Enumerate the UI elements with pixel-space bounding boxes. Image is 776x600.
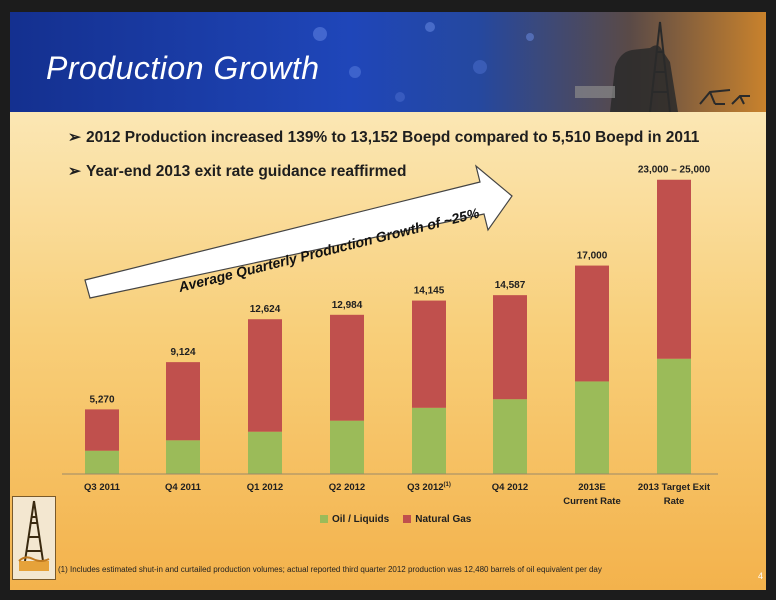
category-label-7: 2013 Target Exit (638, 482, 711, 493)
legend-item-gas: Natural Gas (403, 514, 471, 525)
bar-oil-2 (248, 431, 282, 474)
category-label-6: 2013E (578, 482, 605, 493)
category-label-1: Q4 2011 (165, 482, 202, 493)
bar-group (85, 179, 691, 474)
bar-gas-0 (85, 409, 119, 451)
page-title: Production Growth (46, 50, 320, 86)
page-number: 4 (758, 571, 764, 581)
bar-oil-5 (493, 399, 527, 474)
growth-arrow-shape (84, 164, 513, 299)
arrow-bullet-icon: ➢ (68, 129, 81, 146)
bullet-text: Year-end 2013 exit rate guidance reaffir… (86, 163, 407, 180)
bullet-guidance: ➢ Year-end 2013 exit rate guidance reaffi… (68, 162, 406, 181)
legend-swatch (320, 515, 328, 524)
total-label-4: 14,145 (414, 286, 445, 297)
bar-oil-3 (330, 420, 364, 474)
oilfield-banner-image (313, 21, 750, 112)
growth-arrow: Average Quarterly Production Growth of ~… (84, 164, 513, 299)
category-label-7: Rate (664, 496, 685, 507)
bullet-production-increase: ➢ 2012 Production increased 139% to 13,15… (68, 128, 699, 147)
bar-gas-5 (493, 295, 527, 400)
bar-gas-7 (657, 179, 691, 359)
category-label-6: Current Rate (563, 496, 621, 507)
bullet-text: 2012 Production increased 139% to 13,152… (86, 129, 700, 146)
bar-oil-6 (575, 381, 609, 474)
total-label-1: 9,124 (170, 347, 195, 358)
legend-item-oil: Oil / Liquids (320, 514, 389, 525)
total-label-6: 17,000 (577, 251, 608, 262)
total-label-5: 14,587 (495, 280, 526, 291)
bar-gas-2 (248, 319, 282, 432)
category-label-5: Q4 2012 (492, 482, 528, 493)
category-label-2: Q1 2012 (247, 482, 283, 493)
total-label-0: 5,270 (89, 394, 114, 405)
bar-gas-1 (166, 362, 200, 441)
chart-legend: Oil / Liquids Natural Gas (320, 514, 471, 525)
company-logo (12, 496, 56, 580)
category-label-4: Q3 2012(1) (407, 482, 451, 493)
category-label-3: Q2 2012 (329, 482, 365, 493)
total-label-7: 23,000 – 25,000 (638, 165, 711, 176)
header-banner: Production Growth (10, 12, 766, 112)
legend-label: Oil / Liquids (332, 514, 390, 525)
bar-oil-4 (412, 407, 446, 474)
bar-gas-4 (412, 300, 446, 408)
bar-oil-1 (166, 440, 200, 474)
category-label-0: Q3 2011 (84, 482, 121, 493)
bar-oil-0 (85, 450, 119, 474)
legend-label: Natural Gas (415, 514, 472, 525)
label-group: 5,270 Q3 2011 9,124 Q4 2011 12,624 Q1 2012 12,… (84, 165, 711, 507)
legend-swatch (403, 515, 412, 524)
total-label-2: 12,624 (250, 304, 281, 315)
total-label-3: 12,984 (332, 300, 363, 311)
bar-oil-7 (657, 358, 691, 474)
footnote: (1) Includes estimated shut-in and curta… (58, 565, 602, 574)
bar-gas-3 (330, 314, 364, 421)
bar-gas-6 (575, 265, 609, 382)
arrow-bullet-icon: ➢ (68, 163, 81, 180)
